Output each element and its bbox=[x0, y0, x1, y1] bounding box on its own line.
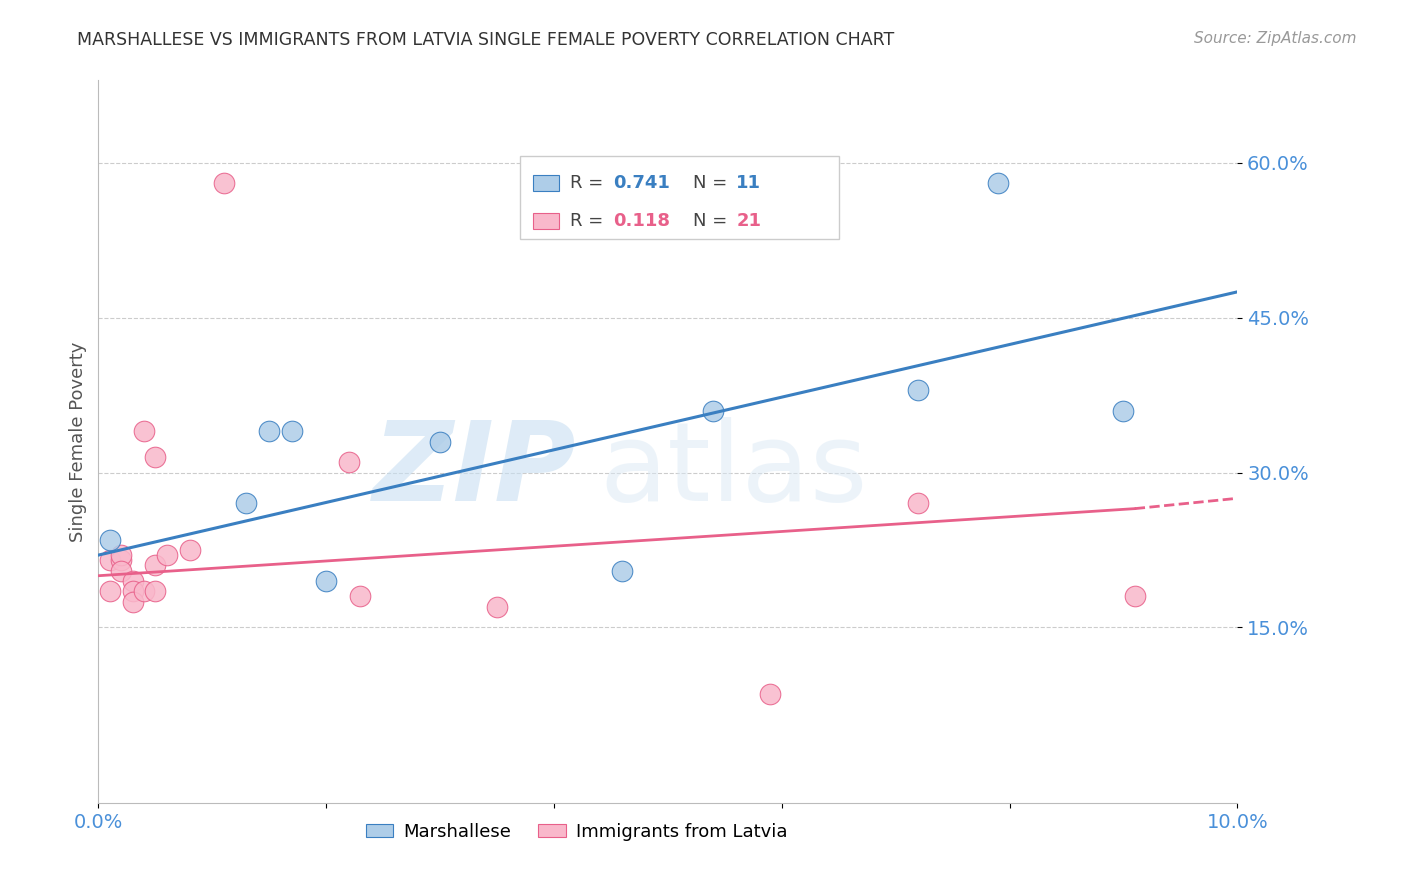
Point bbox=[702, 403, 724, 417]
Point bbox=[121, 574, 143, 588]
Point bbox=[349, 590, 371, 604]
Text: 21: 21 bbox=[737, 212, 761, 230]
Point bbox=[212, 177, 235, 191]
Point bbox=[337, 455, 360, 469]
Point bbox=[121, 594, 143, 608]
Text: 11: 11 bbox=[737, 174, 761, 192]
Point bbox=[98, 533, 121, 547]
Point bbox=[179, 542, 201, 557]
Point bbox=[987, 177, 1010, 191]
Legend: Marshallese, Immigrants from Latvia: Marshallese, Immigrants from Latvia bbox=[359, 815, 796, 848]
Point bbox=[1123, 590, 1146, 604]
Point bbox=[145, 584, 167, 599]
Point bbox=[486, 599, 509, 614]
Point bbox=[110, 564, 132, 578]
Point bbox=[759, 687, 782, 701]
Point bbox=[98, 553, 121, 567]
Text: ZIP: ZIP bbox=[373, 417, 576, 524]
Text: R =: R = bbox=[569, 212, 609, 230]
Point bbox=[110, 548, 132, 562]
Point bbox=[612, 564, 634, 578]
Point bbox=[98, 584, 121, 599]
Point bbox=[907, 496, 929, 510]
Point bbox=[132, 424, 155, 438]
Point bbox=[110, 553, 132, 567]
Point bbox=[429, 434, 451, 449]
Point bbox=[121, 584, 143, 599]
Point bbox=[907, 383, 929, 397]
Y-axis label: Single Female Poverty: Single Female Poverty bbox=[69, 342, 87, 541]
Text: Source: ZipAtlas.com: Source: ZipAtlas.com bbox=[1194, 31, 1357, 46]
FancyBboxPatch shape bbox=[533, 213, 558, 229]
Text: N =: N = bbox=[693, 174, 733, 192]
Point bbox=[281, 424, 304, 438]
Text: 0.118: 0.118 bbox=[613, 212, 671, 230]
FancyBboxPatch shape bbox=[520, 156, 839, 239]
FancyBboxPatch shape bbox=[533, 175, 558, 191]
Point bbox=[235, 496, 257, 510]
Text: R =: R = bbox=[569, 174, 609, 192]
Point bbox=[259, 424, 281, 438]
Text: 0.741: 0.741 bbox=[613, 174, 671, 192]
Point bbox=[145, 450, 167, 464]
Point bbox=[315, 574, 337, 588]
Point bbox=[1112, 403, 1135, 417]
Text: N =: N = bbox=[693, 212, 733, 230]
Point bbox=[132, 584, 155, 599]
Point bbox=[156, 548, 179, 562]
Point bbox=[145, 558, 167, 573]
Text: atlas: atlas bbox=[599, 417, 868, 524]
Text: MARSHALLESE VS IMMIGRANTS FROM LATVIA SINGLE FEMALE POVERTY CORRELATION CHART: MARSHALLESE VS IMMIGRANTS FROM LATVIA SI… bbox=[77, 31, 894, 49]
